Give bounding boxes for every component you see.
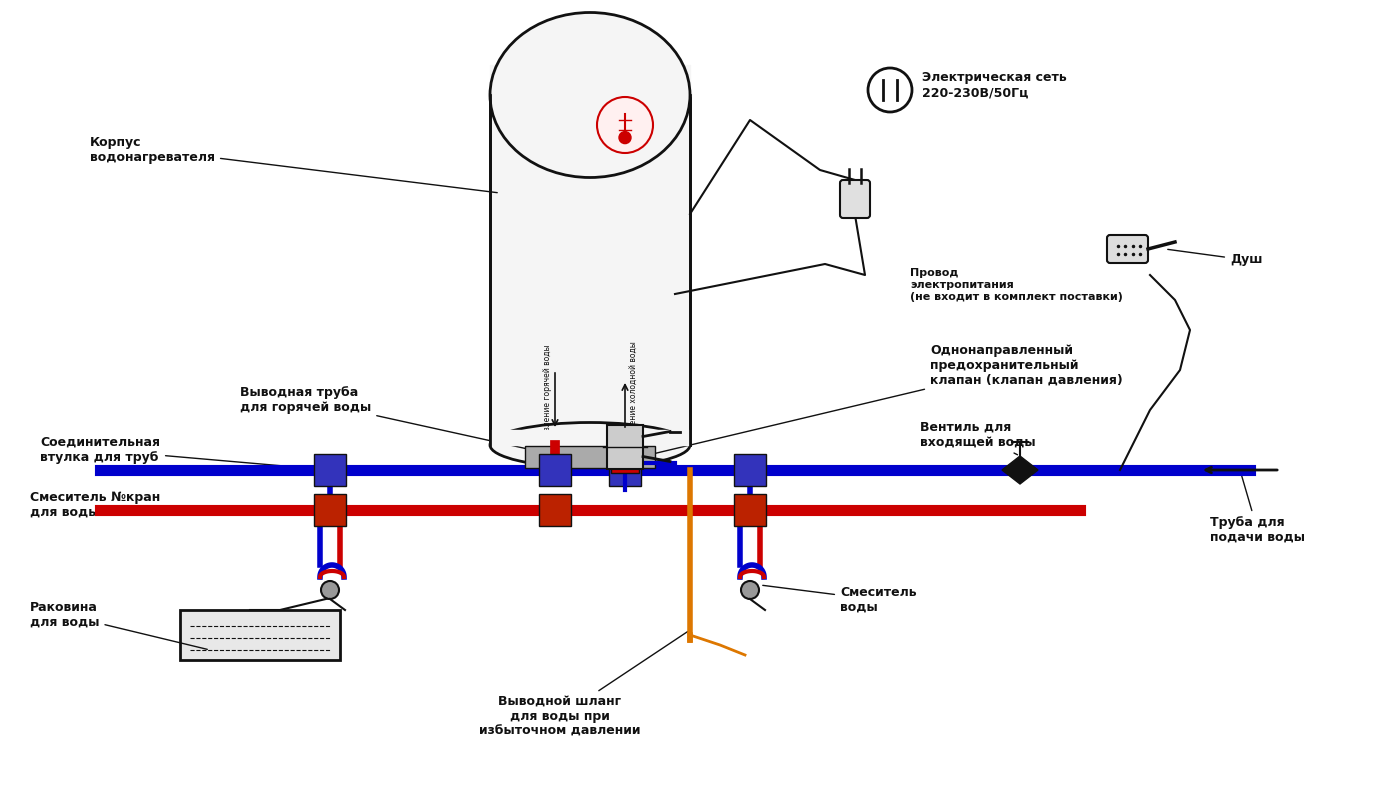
Text: Смеситель
воды: Смеситель воды bbox=[763, 586, 916, 614]
Text: Вентиль для
входящей воды: Вентиль для входящей воды bbox=[920, 421, 1035, 454]
Text: Раковина
для воды: Раковина для воды bbox=[30, 601, 208, 650]
Bar bbox=[314, 494, 346, 526]
FancyBboxPatch shape bbox=[1107, 235, 1147, 263]
FancyBboxPatch shape bbox=[490, 95, 691, 445]
Text: Выводная труба
для горячей воды: Выводная труба для горячей воды bbox=[239, 386, 552, 454]
Text: Направление горячей воды: Направление горячей воды bbox=[543, 344, 551, 456]
Circle shape bbox=[740, 581, 758, 599]
Bar bbox=[538, 494, 572, 526]
Ellipse shape bbox=[490, 13, 691, 178]
Bar bbox=[609, 454, 641, 486]
Bar bbox=[525, 446, 655, 468]
Polygon shape bbox=[1002, 456, 1038, 484]
Text: Смеситель №кран
для воды: Смеситель №кран для воды bbox=[30, 491, 317, 519]
Text: Душ: Душ bbox=[1168, 250, 1262, 266]
Circle shape bbox=[597, 97, 653, 153]
Bar bbox=[734, 494, 765, 526]
Bar bbox=[734, 454, 765, 486]
Text: Электрическая сеть
220-230В/50Гц: Электрическая сеть 220-230В/50Гц bbox=[922, 71, 1067, 99]
Circle shape bbox=[868, 68, 912, 112]
Text: Корпус
водонагревателя: Корпус водонагревателя bbox=[90, 136, 497, 193]
Circle shape bbox=[619, 131, 631, 144]
Bar bbox=[180, 610, 340, 660]
Bar bbox=[314, 454, 346, 486]
Text: Выводной шланг
для воды при
избыточном давлении: Выводной шланг для воды при избыточном д… bbox=[479, 631, 688, 738]
Text: Провод
электропитания
(не входит в комплект поставки): Провод электропитания (не входит в компл… bbox=[911, 268, 1122, 302]
Circle shape bbox=[321, 581, 339, 599]
Bar bbox=[610, 453, 639, 473]
Text: Направление холодной воды: Направление холодной воды bbox=[628, 341, 638, 459]
FancyBboxPatch shape bbox=[840, 180, 871, 218]
Bar bbox=[538, 454, 572, 486]
Polygon shape bbox=[490, 65, 691, 97]
Polygon shape bbox=[490, 430, 691, 445]
Text: Однонаправленный
предохранительный
клапан (клапан давления): Однонаправленный предохранительный клапа… bbox=[642, 343, 1122, 456]
Ellipse shape bbox=[490, 422, 691, 467]
Text: Соединительная
втулка для труб: Соединительная втулка для труб bbox=[40, 436, 327, 470]
Bar bbox=[608, 425, 644, 469]
Text: Труба для
подачи воды: Труба для подачи воды bbox=[1210, 473, 1305, 544]
